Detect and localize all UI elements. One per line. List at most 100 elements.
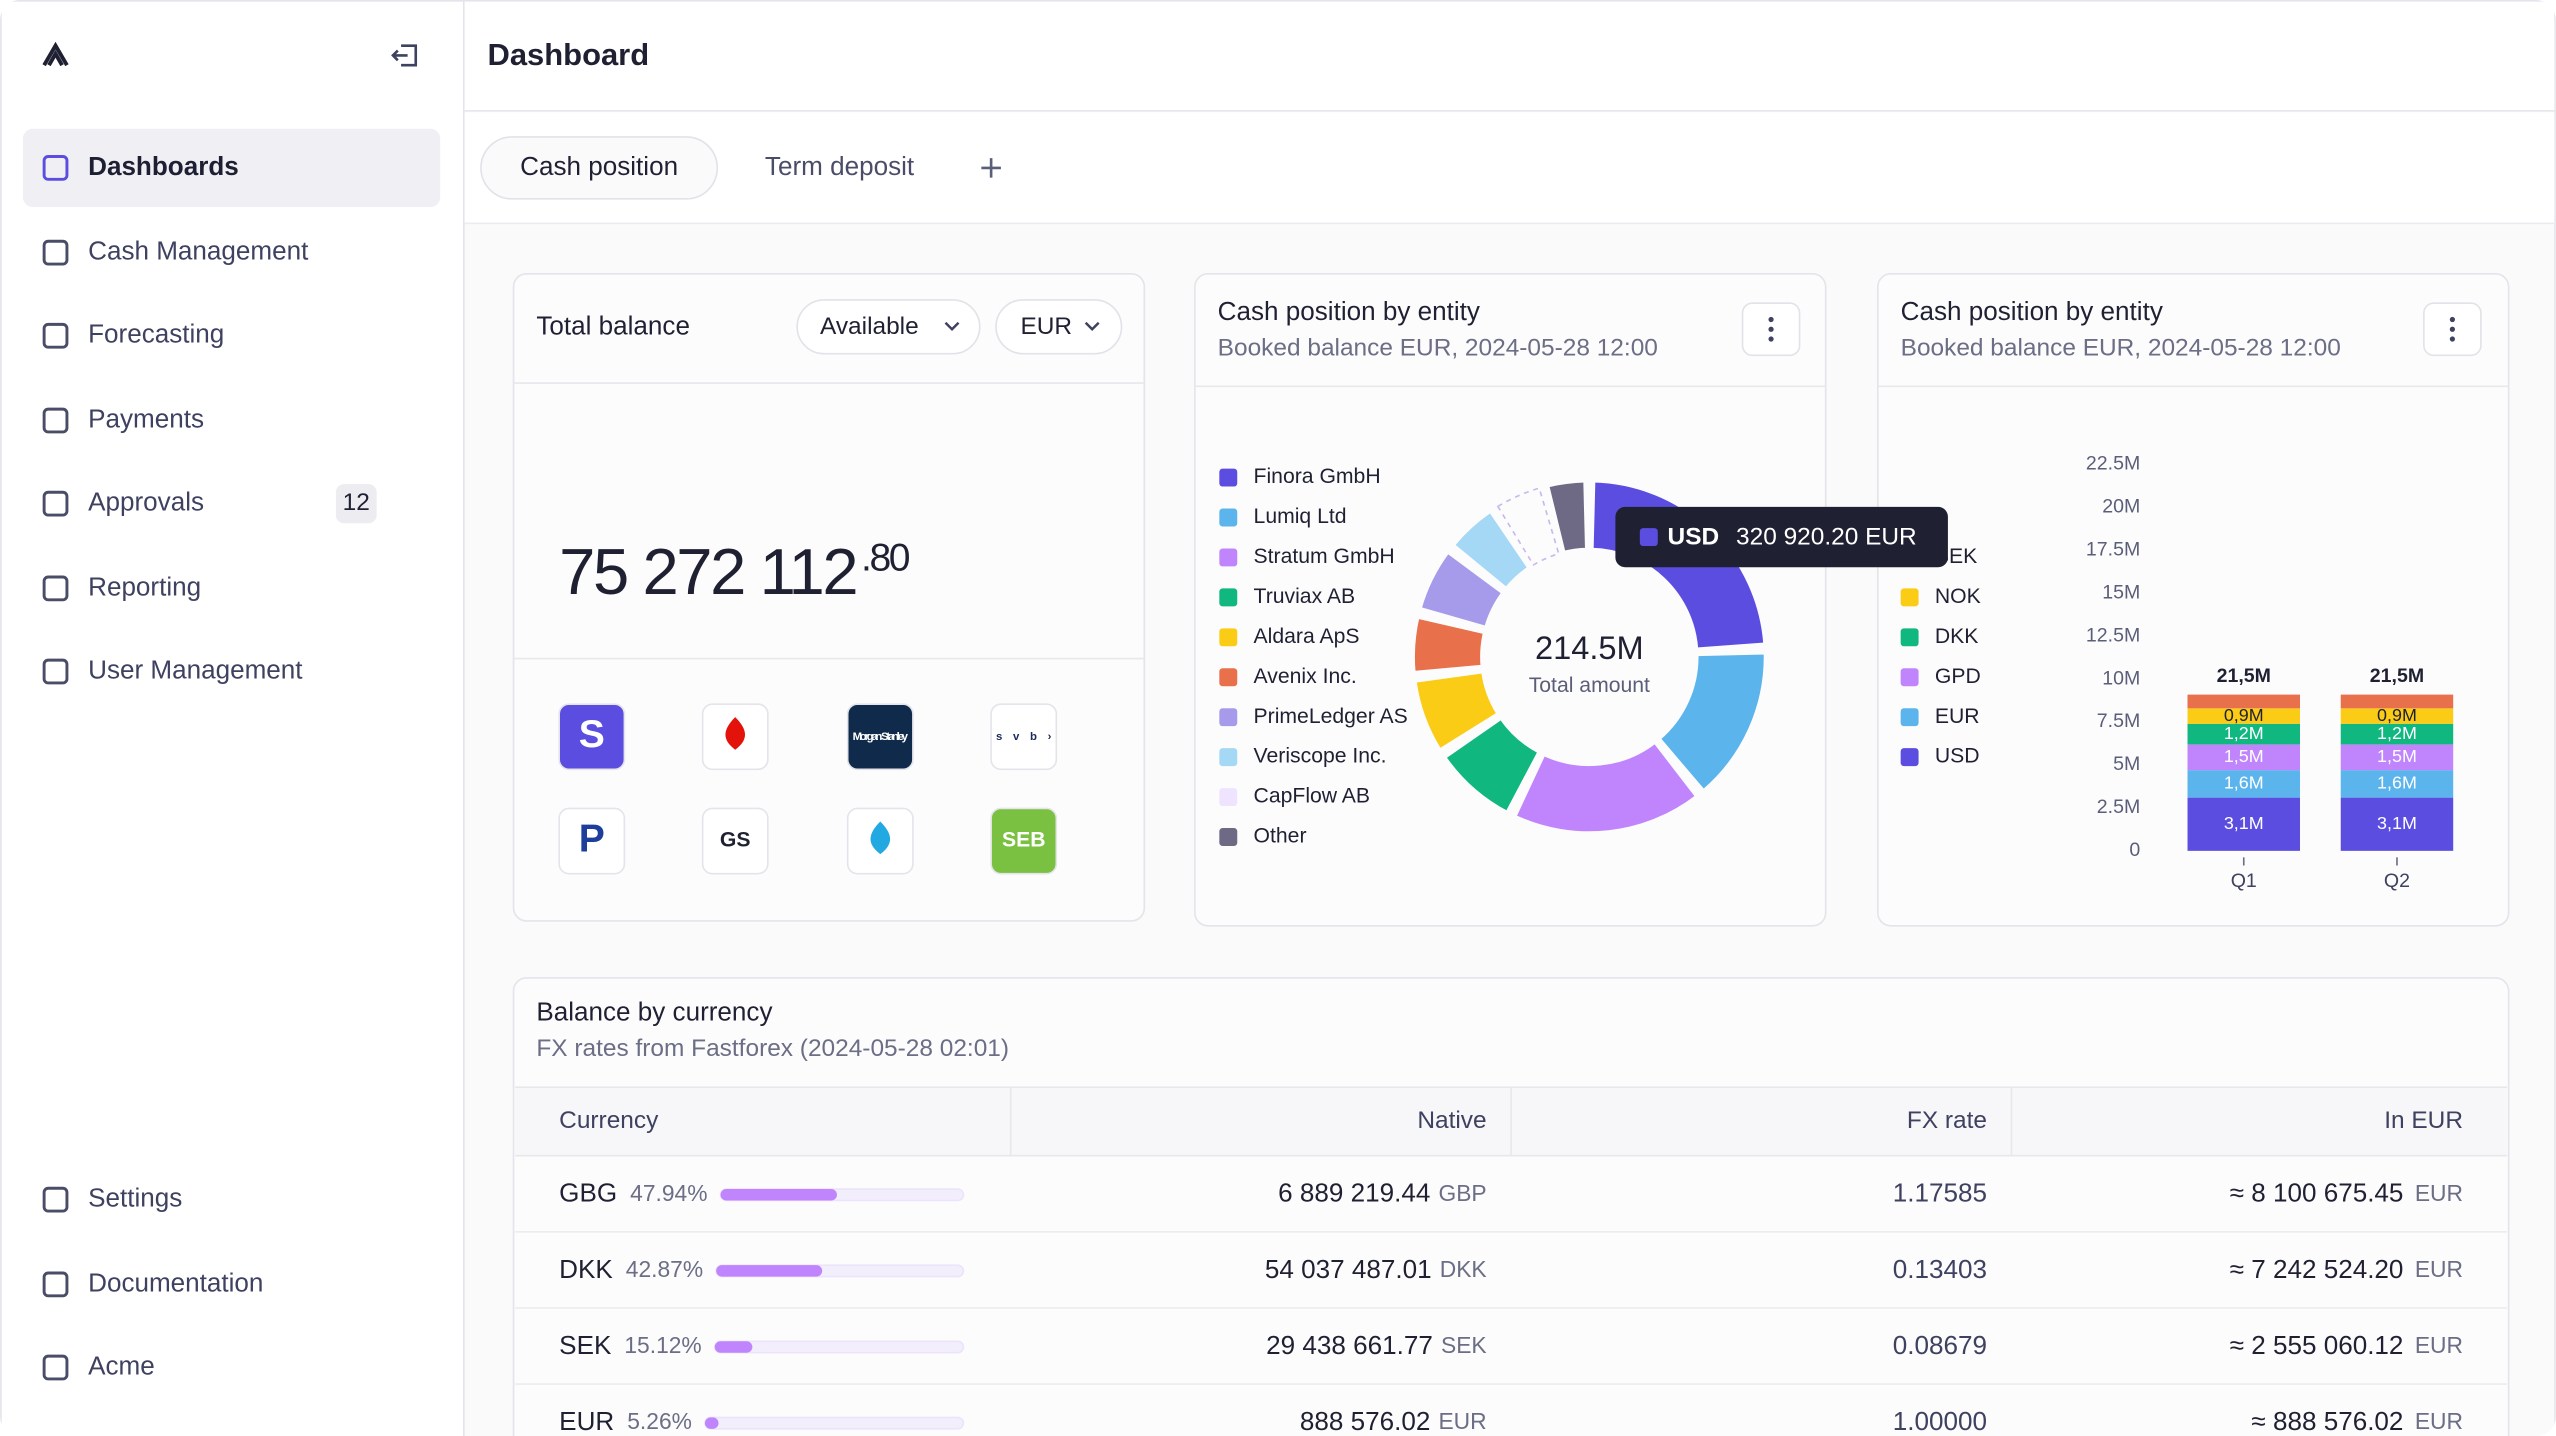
nav-item[interactable]: Cash Management: [88, 236, 309, 266]
bar-segment[interactable]: [2187, 708, 2300, 724]
card-title: Total balance: [536, 311, 690, 341]
cell-currency: EUR: [559, 1406, 614, 1436]
nav-item[interactable]: Settings: [88, 1183, 182, 1213]
bar-value-label: 1,5M: [2377, 746, 2417, 766]
x-tick-label: Q2: [2384, 870, 2410, 892]
bar-value-label: 1,6M: [2377, 773, 2417, 793]
nav-icon: [42, 322, 69, 349]
cell-unit: EUR: [2415, 1256, 2463, 1282]
nav-item[interactable]: Forecasting: [88, 319, 224, 349]
cell-fx: 1.00000: [1893, 1406, 1987, 1436]
chevron: [944, 321, 1100, 331]
donut-segment[interactable]: [1513, 740, 1699, 835]
cell-unit: EUR: [2415, 1180, 2463, 1206]
legend-label: EUR: [1935, 705, 1980, 728]
bar-segment[interactable]: [2340, 723, 2454, 745]
y-tick-label: 0: [2129, 839, 2140, 861]
nav-icon: [42, 155, 69, 181]
dropdown-label: EUR: [1020, 313, 1072, 340]
nav-icon: [42, 1271, 69, 1298]
y-tick-label: 10M: [2102, 667, 2140, 689]
legend-label: DKK: [1935, 625, 1979, 648]
legend-swatch: [1900, 588, 1919, 607]
donut-segment[interactable]: [1411, 615, 1487, 675]
legend-label: Stratum GmbH: [1254, 545, 1395, 568]
nav-item[interactable]: User Management: [88, 654, 303, 684]
cell-native: 54 037 487.01: [1265, 1254, 1432, 1284]
bar-segment[interactable]: [2340, 770, 2454, 798]
donut-segment[interactable]: [1451, 509, 1531, 591]
cell-unit: EUR: [1438, 1408, 1486, 1434]
nav-item[interactable]: Approvals: [88, 487, 204, 517]
nav-item[interactable]: Payments: [88, 403, 204, 433]
share-bar: [704, 1417, 719, 1429]
donut-center-value: 214.5M: [1535, 629, 1644, 666]
donut-segment[interactable]: [1546, 479, 1589, 554]
column-header: In EUR: [2384, 1107, 2463, 1134]
nav-icon: [42, 239, 69, 266]
legend-swatch: [1219, 628, 1238, 647]
cell-currency: SEK: [559, 1330, 612, 1360]
bank-logo: [558, 807, 626, 875]
dropdown[interactable]: [995, 299, 1123, 355]
cell-unit: GBP: [1438, 1180, 1486, 1206]
donut-segment[interactable]: [1657, 651, 1767, 793]
bar-segment[interactable]: [2340, 744, 2454, 771]
top-bar: [464, 1, 2555, 111]
dropdown[interactable]: [796, 299, 981, 355]
bar-value-label: 1,2M: [2224, 723, 2264, 743]
donut-segment[interactable]: [1497, 487, 1560, 566]
cell-unit: EUR: [2415, 1332, 2463, 1358]
bar-segment[interactable]: [2187, 723, 2300, 745]
legend-swatch: [1219, 708, 1238, 727]
cell-eur: ≈ 2 555 060.12: [2230, 1330, 2404, 1360]
nav-item[interactable]: Dashboards: [88, 151, 239, 181]
tooltip: [1615, 506, 1948, 568]
nav-icon: [42, 490, 69, 517]
bar-segment[interactable]: [2340, 708, 2454, 724]
tab[interactable]: Term deposit: [765, 151, 915, 181]
donut-segment[interactable]: [1418, 550, 1505, 630]
bar-segment[interactable]: [2340, 694, 2454, 709]
legend-swatch: [1219, 748, 1238, 767]
cell-unit: SEK: [1441, 1332, 1487, 1358]
legend-swatch: [1219, 828, 1238, 846]
balance-cents: .80: [861, 537, 910, 580]
bar-segment[interactable]: [2187, 694, 2300, 709]
nav-icon: [42, 1186, 69, 1213]
share-bar: [720, 1189, 837, 1201]
cell-fx: 1.17585: [1893, 1178, 1987, 1208]
card-title: Balance by currency: [536, 997, 772, 1027]
bar-value-label: 3,1M: [2377, 813, 2417, 833]
tab-active[interactable]: [480, 136, 719, 200]
bar-total-label: 21,5M: [2217, 665, 2271, 687]
bar-segment[interactable]: [2187, 744, 2300, 771]
cell-unit: DKK: [1440, 1256, 1487, 1282]
bar-segment[interactable]: [2187, 770, 2300, 798]
card-title: Cash position by entity: [1901, 296, 2163, 326]
bar-segment[interactable]: [2340, 797, 2454, 851]
nav-icon: [42, 658, 69, 685]
card-total-balance: [512, 273, 1146, 922]
legend-label: Veriscope Inc.: [1254, 745, 1387, 768]
kebab: [2449, 316, 2455, 342]
tab[interactable]: Cash position: [520, 151, 678, 181]
nav-item[interactable]: Reporting: [88, 571, 201, 601]
cell-share: 15.12%: [624, 1332, 701, 1358]
bank-logo-text: S: [579, 713, 605, 756]
add-tab[interactable]: [981, 158, 1001, 178]
bar-segment[interactable]: [2187, 797, 2300, 851]
donut-segment[interactable]: [1413, 670, 1500, 752]
legend-swatch: [1219, 588, 1238, 607]
cell-native: 6 889 219.44: [1278, 1178, 1430, 1208]
logo: [42, 41, 69, 67]
donut-segment[interactable]: [1443, 716, 1541, 815]
nav-item[interactable]: Acme: [88, 1350, 155, 1380]
bank-logo-glyph: [725, 717, 746, 750]
collapse-button[interactable]: [391, 44, 418, 67]
nav-icon: [42, 1354, 69, 1381]
bank-logo-text: P: [579, 817, 605, 860]
nav-item[interactable]: Documentation: [88, 1267, 263, 1297]
